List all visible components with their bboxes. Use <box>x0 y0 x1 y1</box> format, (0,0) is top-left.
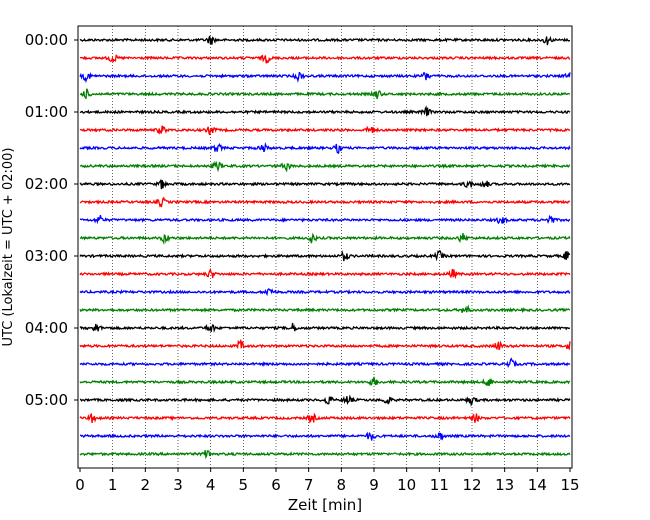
trace-line <box>79 160 571 173</box>
trace-line <box>79 376 571 387</box>
trace-line <box>79 288 571 297</box>
trace-line <box>79 267 571 280</box>
x-tick-label: 5 <box>239 476 249 494</box>
x-tick-label: 6 <box>271 476 281 494</box>
y-tick-label: 00:00 <box>25 31 68 49</box>
plot-background <box>78 26 572 468</box>
trace-line <box>79 412 571 424</box>
trace-line <box>79 125 571 136</box>
x-tick-label: 14 <box>528 476 547 494</box>
trace-line <box>79 431 571 441</box>
x-tick-label: 4 <box>206 476 216 494</box>
trace-line <box>79 338 571 351</box>
x-tick-label: 11 <box>430 476 449 494</box>
x-tick-label: 3 <box>173 476 183 494</box>
trace-line <box>79 178 571 190</box>
y-tick-label: 01:00 <box>25 103 68 121</box>
plot-frame <box>77 25 573 469</box>
trace-line <box>79 214 571 225</box>
x-tick-label: 13 <box>495 476 514 494</box>
x-tick-label: 8 <box>337 476 347 494</box>
trace-line <box>79 232 571 246</box>
trace-line <box>79 105 571 117</box>
trace-line <box>79 196 571 208</box>
y-tick-label: 05:00 <box>25 391 68 409</box>
trace-line <box>79 322 571 333</box>
trace-line <box>79 88 571 100</box>
trace-line <box>79 250 571 262</box>
x-tick-label: 7 <box>304 476 314 494</box>
x-tick-label: 2 <box>141 476 151 494</box>
y-tick-label: 02:00 <box>25 175 68 193</box>
trace-line <box>79 450 571 460</box>
x-tick-label: 0 <box>75 476 85 494</box>
x-axis-label: Zeit [min] <box>288 496 362 514</box>
x-tick-label: 9 <box>369 476 379 494</box>
y-tick-label: 03:00 <box>25 247 68 265</box>
trace-line <box>79 304 571 314</box>
trace-line <box>79 141 571 155</box>
x-tick-label: 1 <box>108 476 118 494</box>
trace-line <box>79 71 571 84</box>
trace-line <box>79 35 570 46</box>
traces <box>79 35 571 460</box>
trace-line <box>79 357 571 369</box>
y-axis-label: UTC (Lokalzeit = UTC + 02:00) <box>1 148 16 347</box>
trace-line <box>79 54 571 64</box>
y-tick-label: 04:00 <box>25 319 68 337</box>
x-tick-label: 15 <box>560 476 579 494</box>
y-axis-ticks: 00:00 01:00 02:00 03:00 04:00 05:00 <box>25 31 78 409</box>
trace-line <box>80 394 571 407</box>
x-axis-ticks: 0 1 2 3 4 5 6 7 8 9 10 11 12 13 14 15 <box>75 468 580 494</box>
x-tick-label: 12 <box>462 476 481 494</box>
x-tick-label: 10 <box>397 476 416 494</box>
